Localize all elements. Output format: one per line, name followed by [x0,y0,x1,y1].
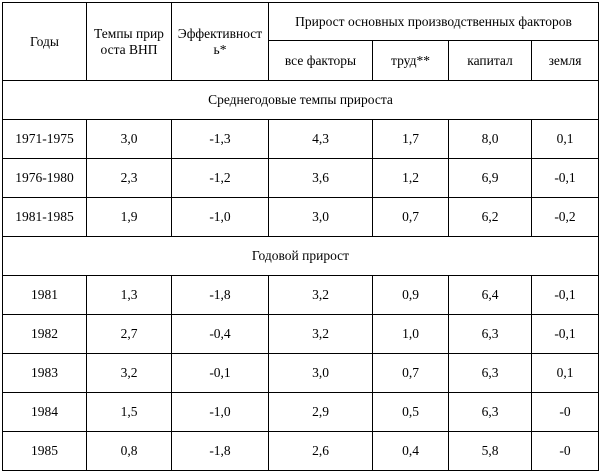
column-header-capital: капитал [448,40,532,81]
cell-years: 1983 [2,353,87,393]
cell-efficiency: -1,8 [171,275,269,315]
cell-all-factors: 2,9 [268,392,373,432]
cell-capital: 6,2 [448,197,532,237]
column-header-labor: труд** [372,40,449,81]
cell-capital: 5,8 [448,431,532,471]
header-row-secondary: все факторы труд** капитал земля [3,40,600,81]
cell-efficiency: -0,4 [171,314,269,354]
cell-labor: 0,7 [372,353,449,393]
section-title: Годовой прирост [1,236,600,276]
cell-years: 1981 [2,275,87,315]
column-header-efficiency: Эффективность* [171,2,269,81]
cell-years: 1982 [2,314,87,354]
cell-land: -0 [530,392,600,432]
cell-land: 0,1 [530,353,600,393]
table-row: 1981 1,3 -1,8 3,2 0,9 6,4 -0,1 [2,275,600,315]
cell-all-factors: 3,2 [268,314,373,354]
cell-all-factors: 3,2 [268,275,373,315]
cell-land: -0,1 [530,158,600,198]
column-header-years: Годы [2,2,87,81]
cell-growth-rate: 3,2 [86,353,172,393]
cell-efficiency: -1,2 [171,158,269,198]
cell-labor: 1,0 [372,314,449,354]
cell-growth-rate: 2,7 [86,314,172,354]
cell-capital: 6,9 [448,158,532,198]
cell-labor: 0,4 [372,431,449,471]
table-header: Годы Темпы прироста ВНП Эффективность* П… [2,2,600,81]
cell-efficiency: -1,0 [171,392,269,432]
cell-land: -0,2 [530,197,600,237]
cell-land: -0 [530,431,600,471]
column-header-land: земля [530,40,600,81]
table-row: 1985 0,8 -1,8 2,6 0,4 5,8 -0 [2,431,600,471]
cell-growth-rate: 1,5 [86,392,172,432]
cell-growth-rate: 2,3 [86,158,172,198]
cell-labor: 0,9 [372,275,449,315]
cell-years: 1976-1980 [2,158,87,198]
column-header-factors-group: Прирост основных производственных фактор… [267,2,600,41]
table-row: 1971-1975 3,0 -1,3 4,3 1,7 8,0 0,1 [2,119,600,159]
cell-capital: 6,4 [448,275,532,315]
table-row: 1976-1980 2,3 -1,2 3,6 1,2 6,9 -0,1 [2,158,600,198]
cell-land: -0,1 [530,314,600,354]
cell-labor: 0,7 [372,197,449,237]
column-header-all-factors: все факторы [268,40,373,81]
cell-land: 0,1 [530,119,600,159]
cell-all-factors: 3,0 [268,353,373,393]
cell-labor: 1,7 [372,119,449,159]
cell-efficiency: -1,0 [171,197,269,237]
cell-growth-rate: 0,8 [86,431,172,471]
cell-growth-rate: 1,3 [86,275,172,315]
cell-years: 1985 [2,431,87,471]
cell-efficiency: -1,3 [171,119,269,159]
cell-efficiency: -0,1 [171,353,269,393]
table-row: 1984 1,5 -1,0 2,9 0,5 6,3 -0 [2,392,600,432]
cell-capital: 8,0 [448,119,532,159]
cell-all-factors: 2,6 [268,431,373,471]
cell-growth-rate: 3,0 [86,119,172,159]
section-title: Среднегодовые темпы прироста [1,80,600,120]
table-row: 1981-1985 1,9 -1,0 3,0 0,7 6,2 -0,2 [2,197,600,237]
cell-growth-rate: 1,9 [86,197,172,237]
cell-all-factors: 4,3 [268,119,373,159]
cell-years: 1984 [2,392,87,432]
cell-capital: 6,3 [448,392,532,432]
cell-all-factors: 3,6 [268,158,373,198]
cell-land: -0,1 [530,275,600,315]
table-row: 1982 2,7 -0,4 3,2 1,0 6,3 -0,1 [2,314,600,354]
cell-labor: 0,5 [372,392,449,432]
column-header-growth-rate: Темпы прироста ВНП [86,2,172,81]
table-body: Среднегодовые темпы прироста 1971-1975 3… [1,80,600,471]
section-header-row: Годовой прирост [1,236,600,276]
table-row: 1983 3,2 -0,1 3,0 0,7 6,3 0,1 [2,353,600,393]
cell-years: 1981-1985 [2,197,87,237]
cell-labor: 1,2 [372,158,449,198]
section-header-row: Среднегодовые темпы прироста [1,80,600,120]
cell-efficiency: -1,8 [171,431,269,471]
header-row-primary: Годы Темпы прироста ВНП Эффективность* П… [2,2,600,81]
cell-all-factors: 3,0 [268,197,373,237]
cell-years: 1971-1975 [2,119,87,159]
cell-capital: 6,3 [448,314,532,354]
cell-capital: 6,3 [448,353,532,393]
